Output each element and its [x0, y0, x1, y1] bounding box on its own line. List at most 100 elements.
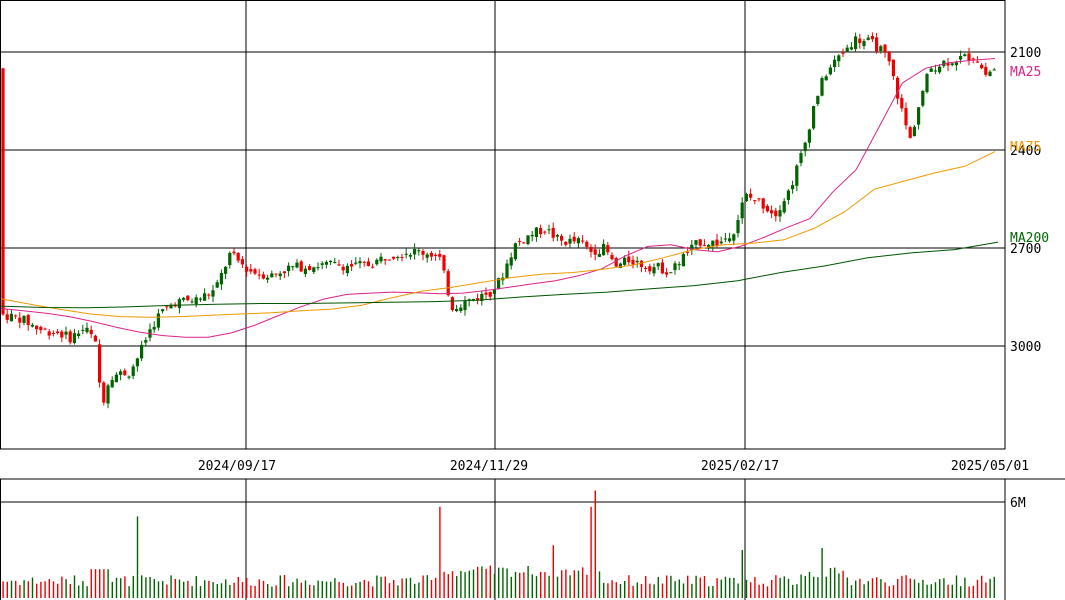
x-tick-label-3: 2025/02/17 [701, 459, 779, 474]
volume-bar [296, 578, 298, 598]
candle-body [257, 274, 261, 276]
volume-bar [821, 548, 823, 598]
candle-body [929, 68, 933, 72]
candle-body [610, 254, 614, 260]
volume-bar [195, 576, 197, 598]
volume-bar [510, 576, 512, 598]
volume-bar [947, 584, 949, 598]
candle-body [308, 266, 312, 271]
candle-body [1, 68, 5, 315]
volume-bar [661, 583, 664, 598]
candle-body [799, 153, 803, 164]
volume-bar [552, 545, 554, 598]
volume-bar [808, 571, 811, 598]
volume-bar [976, 579, 979, 598]
candle-body [56, 331, 60, 334]
candle-body [795, 165, 799, 186]
candle-body [723, 238, 727, 240]
volume-bar [703, 576, 706, 598]
candle-body [635, 260, 639, 263]
volume-bar [842, 570, 844, 598]
candle-body [362, 261, 366, 263]
candle-body [463, 301, 467, 311]
candle-body [198, 298, 202, 300]
volume-bar [867, 581, 869, 598]
volume-bar [166, 584, 168, 598]
candle-body [572, 236, 576, 242]
candle-body [354, 262, 358, 264]
volume-bar [220, 583, 223, 598]
candle-body [534, 227, 538, 238]
candle-body [64, 331, 68, 335]
candle-body [875, 37, 879, 52]
candle-body [862, 41, 866, 47]
volume-bar [464, 572, 466, 598]
candle-body [383, 259, 387, 261]
candle-body [77, 333, 81, 337]
volume-bar [225, 579, 227, 598]
candle-body [177, 299, 181, 309]
volume-bar [388, 583, 391, 598]
volume-bar [191, 586, 193, 598]
candle-body [845, 47, 849, 53]
candle-body [194, 297, 198, 305]
volume-bar [162, 581, 164, 598]
candle-body [379, 256, 383, 262]
candle-body [959, 55, 963, 60]
candle-body [312, 267, 316, 273]
volume-bar [141, 575, 143, 598]
volume-bar [724, 576, 727, 598]
candle-body [446, 271, 450, 296]
volume-bar [708, 586, 710, 598]
volume-bar [351, 585, 353, 598]
candle-body [93, 335, 97, 342]
volume-bar [657, 576, 659, 598]
ma25-line [0, 58, 996, 338]
volume-bar [792, 584, 794, 598]
candle-body [698, 239, 702, 246]
x-axis: 2024/09/17 2024/11/29 2025/02/17 2025/05… [0, 459, 1065, 480]
volume-bar [78, 585, 80, 598]
candle-body [522, 242, 526, 244]
candle-body [702, 244, 706, 246]
volume-bar [514, 571, 517, 598]
volume-bar [981, 575, 983, 598]
volume-bar [124, 576, 126, 598]
volume-bar [363, 579, 365, 598]
x-tick-label-1: 2024/09/17 [198, 459, 276, 474]
candle-body [429, 252, 433, 257]
candle-body [824, 76, 828, 81]
candle-body [849, 47, 853, 50]
volume-bar [69, 584, 71, 598]
candle-body [816, 95, 820, 105]
volume-bar [61, 576, 63, 598]
volume-bar [258, 579, 260, 598]
volume-bar [401, 578, 403, 598]
candle-body [324, 261, 328, 265]
candle-body [266, 277, 270, 280]
candle-body [245, 266, 249, 272]
candle-body [648, 266, 652, 272]
candle-body [303, 268, 307, 275]
candle-body [30, 324, 34, 327]
volume-bar [338, 581, 340, 598]
candle-body [887, 51, 891, 62]
candle-body [656, 263, 660, 267]
volume-bar [414, 583, 416, 598]
candle-body [681, 253, 685, 267]
volume-bar [737, 583, 739, 598]
volume-bar [481, 566, 483, 598]
volume-bar [107, 569, 109, 598]
volume-bar [716, 578, 718, 598]
volume-bar [905, 575, 907, 598]
volume-bar [838, 573, 840, 598]
volume-bar [334, 578, 336, 598]
volume-bar [779, 577, 781, 598]
volume-bar [36, 583, 38, 598]
volume-bar [678, 579, 680, 598]
candle-body [471, 299, 475, 301]
volume-bar [955, 575, 958, 598]
volume-bar [695, 575, 697, 598]
candle-body [812, 106, 816, 129]
